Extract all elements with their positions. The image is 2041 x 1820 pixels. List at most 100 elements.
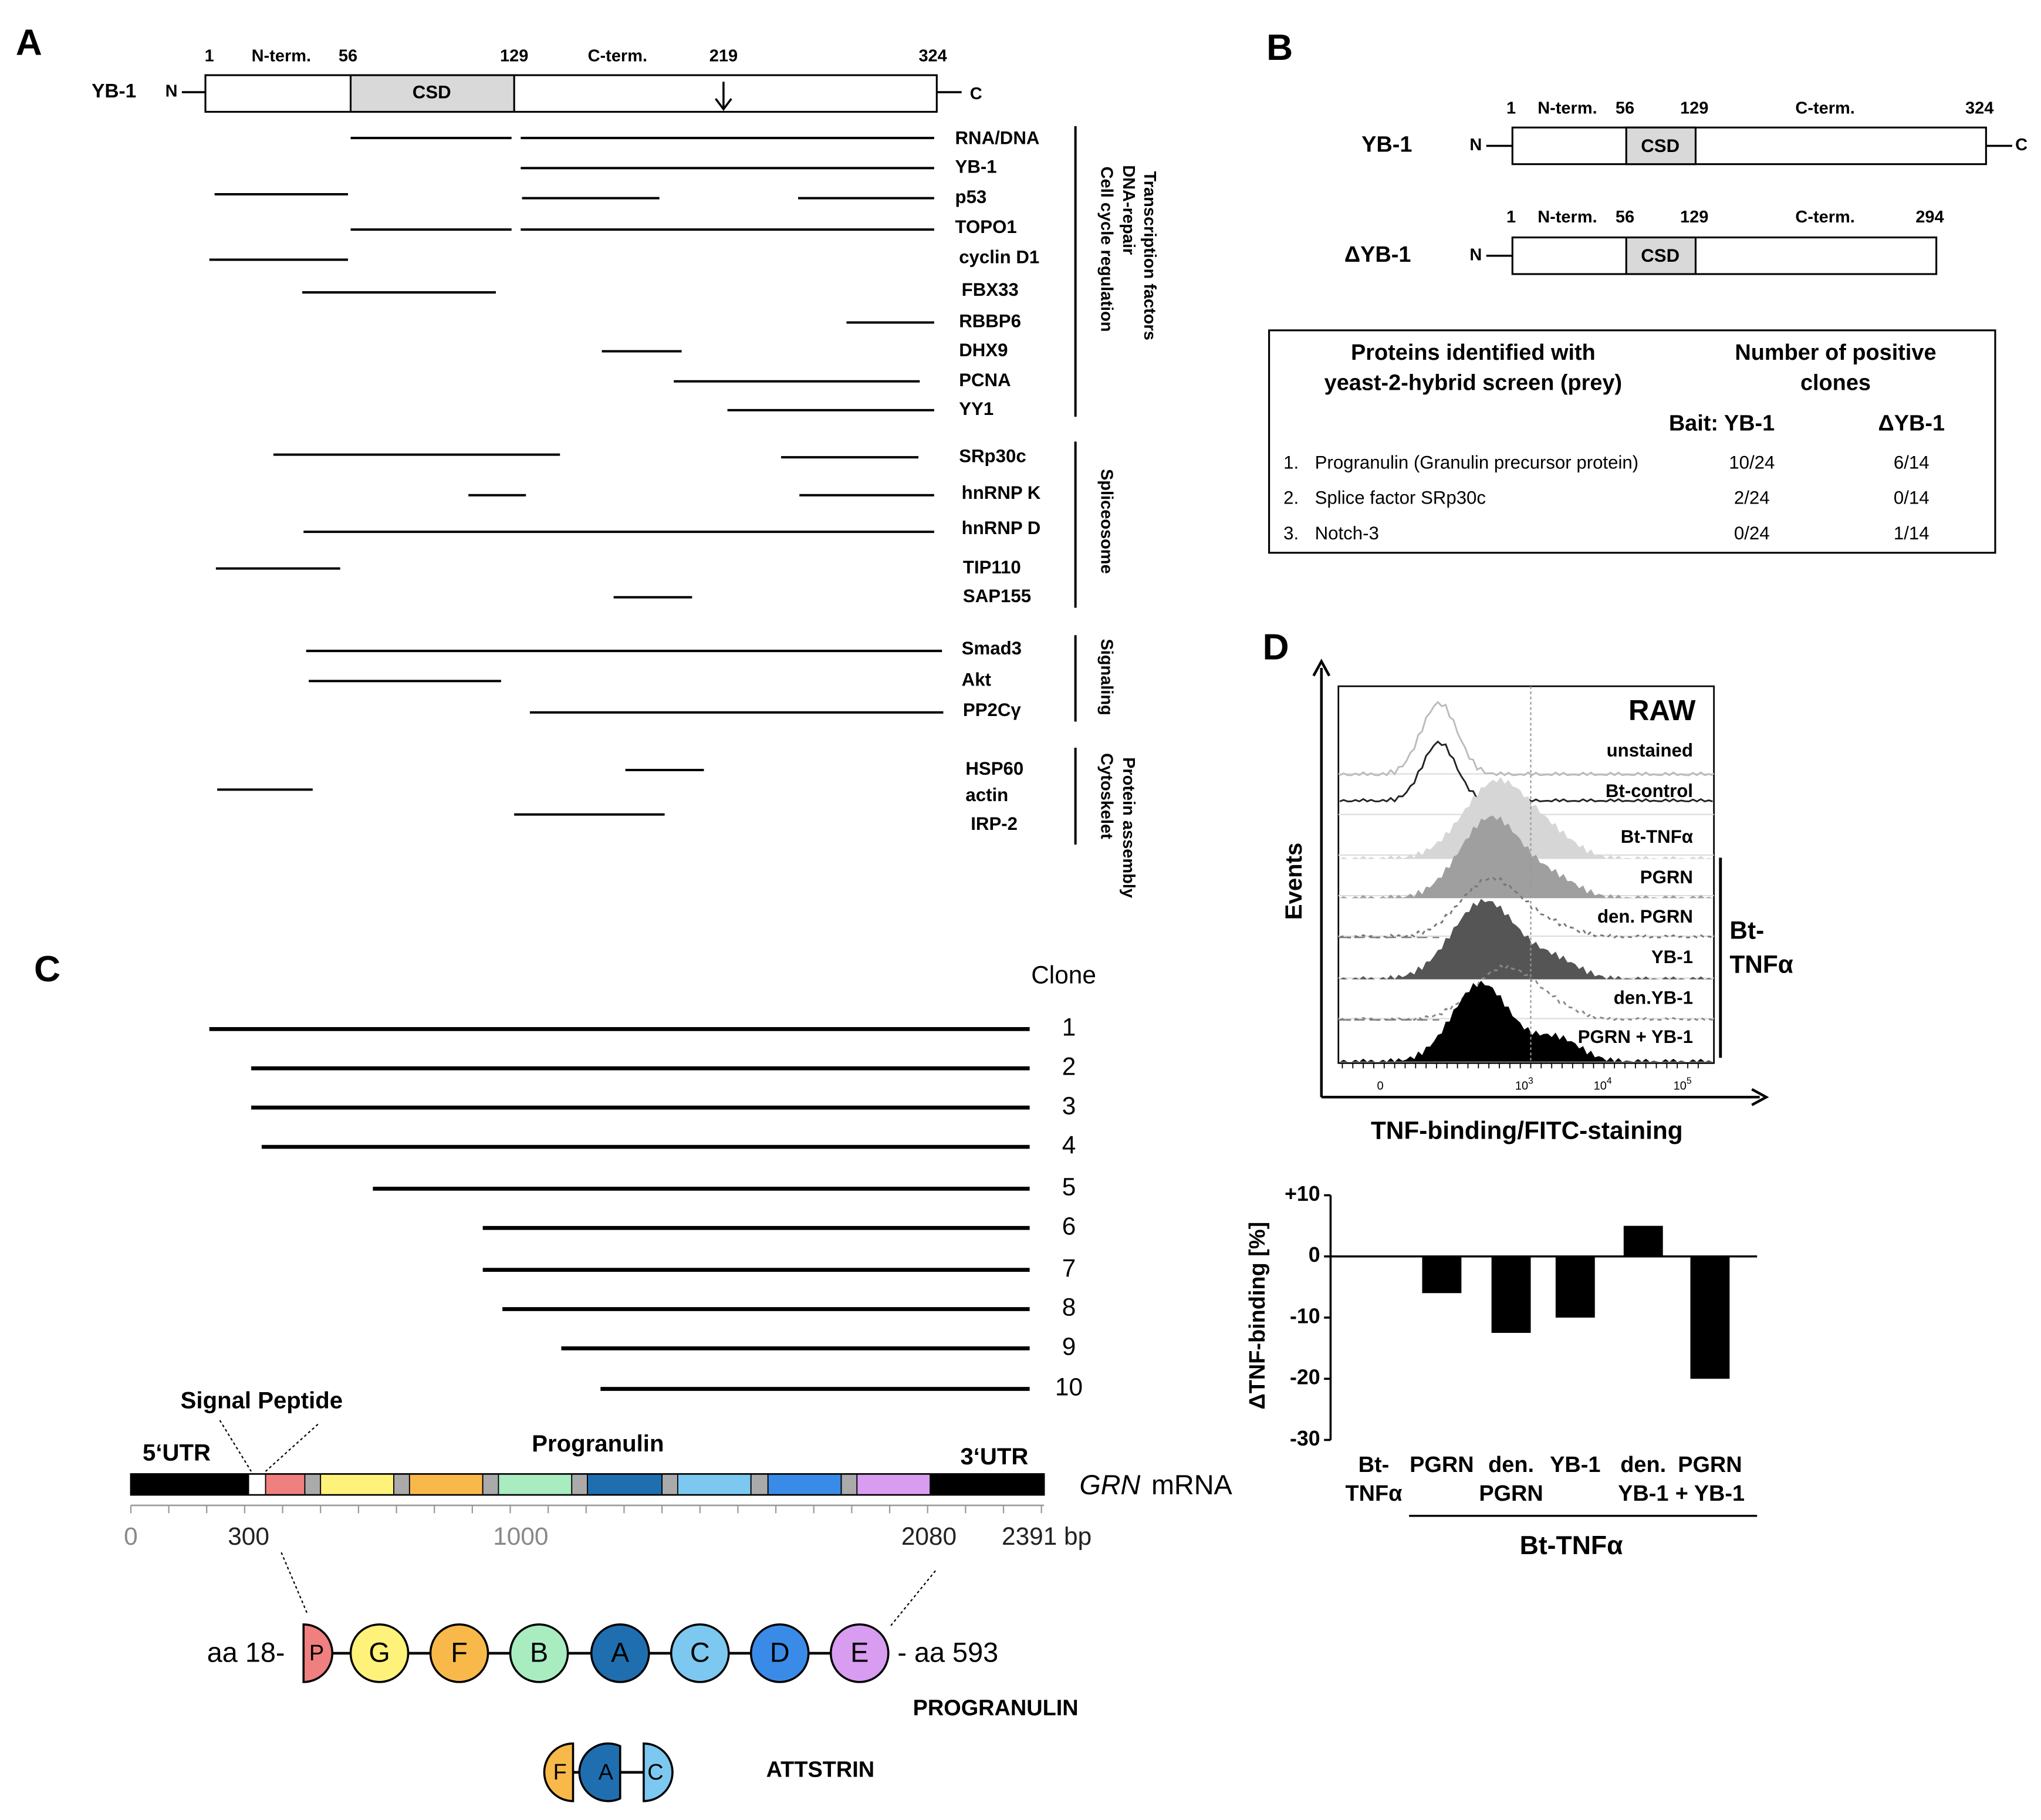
- group-label: Protein assembly: [1119, 757, 1138, 898]
- group-label: Signaling: [1097, 639, 1116, 715]
- interactor-label: HSP60: [965, 758, 1023, 779]
- label: N: [1469, 136, 1482, 154]
- x-tick-label: TNFα: [1345, 1481, 1402, 1506]
- mrna-segment: [130, 1473, 249, 1495]
- label: PROGRANULIN: [913, 1696, 1079, 1721]
- arrow-head: [1751, 1088, 1769, 1106]
- histogram: [1339, 701, 1713, 776]
- interactor-label: SAP155: [963, 586, 1031, 606]
- panel-label: A: [16, 22, 42, 63]
- label: N-term.: [1537, 99, 1597, 118]
- residue-number: 1: [1506, 99, 1516, 118]
- interactor-label: PCNA: [959, 370, 1011, 390]
- scale-label: 0: [124, 1522, 138, 1550]
- x-tick-label: Bt-: [1359, 1453, 1390, 1477]
- clone-number: 9: [1062, 1333, 1076, 1360]
- interactor-label: TOPO1: [955, 217, 1017, 237]
- label: aa 18-: [207, 1637, 285, 1667]
- domain-label: F: [451, 1637, 468, 1667]
- residue-number: 129: [1680, 208, 1708, 227]
- x-tick-label: PGRN: [1678, 1453, 1742, 1477]
- domain-circle: [749, 1623, 810, 1683]
- line: [219, 1420, 252, 1472]
- clone-number: 3: [1062, 1092, 1076, 1119]
- mrna-outline: [130, 1473, 1045, 1496]
- csd-domain: [1625, 236, 1697, 275]
- domain-half: [643, 1742, 674, 1802]
- group-label: Transcription factors: [1140, 171, 1159, 340]
- arrow-head: [1312, 659, 1331, 677]
- interactor-label: hnRNP K: [962, 482, 1041, 503]
- x-tick-label: den.: [1620, 1453, 1666, 1477]
- domain-half: [302, 1623, 333, 1683]
- residue-number: 56: [339, 47, 357, 66]
- mrna-segment: [571, 1473, 588, 1495]
- domain-label: A: [611, 1637, 630, 1667]
- interactor-label: YY1: [959, 399, 994, 419]
- tick-base: 10: [1594, 1080, 1607, 1093]
- residue-number: 324: [1965, 99, 1993, 118]
- label: CSD: [413, 82, 451, 103]
- label: C-term.: [588, 47, 647, 66]
- condition-label: den.YB-1: [1614, 987, 1693, 1008]
- table-cell: 3.: [1283, 523, 1299, 543]
- table-cell: 1/14: [1894, 523, 1930, 543]
- mrna-segment: [320, 1473, 394, 1495]
- x-tick-label: 0: [1377, 1080, 1384, 1093]
- domain-circle: [509, 1623, 569, 1683]
- label: - aa 593: [897, 1637, 998, 1667]
- domain-label: D: [770, 1637, 790, 1667]
- x-tick-label: PGRN: [1479, 1481, 1543, 1506]
- axis-label: ΔTNF-binding [%]: [1245, 1222, 1270, 1410]
- interactor-label: PP2Cγ: [963, 700, 1022, 720]
- y-tick-label: -30: [1290, 1427, 1320, 1450]
- protein-name: YB-1: [92, 80, 136, 102]
- line: [265, 1423, 319, 1472]
- label: N-term.: [1537, 208, 1597, 227]
- domain-circle: [590, 1623, 650, 1683]
- mrna-segment: [661, 1473, 678, 1495]
- label: C: [2015, 136, 2028, 154]
- residue-number: 56: [1616, 99, 1634, 118]
- construct-name: YB-1: [1361, 132, 1412, 157]
- table-header: Number of positive: [1735, 340, 1936, 365]
- protein-bar: [1511, 126, 1987, 166]
- line: [889, 1570, 936, 1627]
- y-tick-label: -20: [1290, 1366, 1320, 1389]
- histogram: [1339, 815, 1713, 899]
- label: C-term.: [1795, 208, 1854, 227]
- gene-name: GRN: [1079, 1470, 1140, 1500]
- interactor-label: actin: [965, 785, 1008, 805]
- tick-base: 10: [1515, 1080, 1528, 1093]
- clone-number: 7: [1062, 1254, 1076, 1282]
- x-tick-label: den.: [1488, 1453, 1534, 1477]
- mrna-segment: [304, 1473, 322, 1495]
- mrna-segment: [677, 1473, 752, 1495]
- interactor-label: DHX9: [959, 340, 1008, 360]
- table-subheader: Bait: YB-1: [1669, 411, 1775, 435]
- clone-number: 8: [1062, 1294, 1076, 1321]
- interactor-label: TIP110: [963, 557, 1021, 578]
- table-subheader: ΔYB-1: [1878, 411, 1945, 435]
- mrna-segment: [393, 1473, 410, 1495]
- residue-number: 1: [205, 47, 214, 66]
- bar: [1555, 1256, 1595, 1318]
- interactor-label: RNA/DNA: [955, 128, 1040, 148]
- label: C-term.: [1795, 99, 1854, 118]
- residue-number: 129: [1680, 99, 1708, 118]
- mrna-segment: [248, 1473, 266, 1495]
- x-tick-label: 104: [1594, 1076, 1612, 1093]
- axis-label: TNF-binding/FITC-staining: [1371, 1117, 1683, 1144]
- domain-label: A: [599, 1760, 614, 1785]
- scale-label: 1000: [493, 1522, 548, 1550]
- condition-label: PGRN: [1640, 867, 1693, 887]
- x-tick-label: 105: [1674, 1076, 1692, 1093]
- histogram: [1339, 980, 1713, 1062]
- table-cell: 10/24: [1729, 452, 1775, 472]
- table-header: Proteins identified with: [1351, 340, 1596, 365]
- group-label: DNA-repair: [1119, 165, 1138, 255]
- tick-base: 0: [1377, 1080, 1384, 1093]
- label: CSD: [1641, 245, 1680, 266]
- domain-label: C: [690, 1637, 710, 1667]
